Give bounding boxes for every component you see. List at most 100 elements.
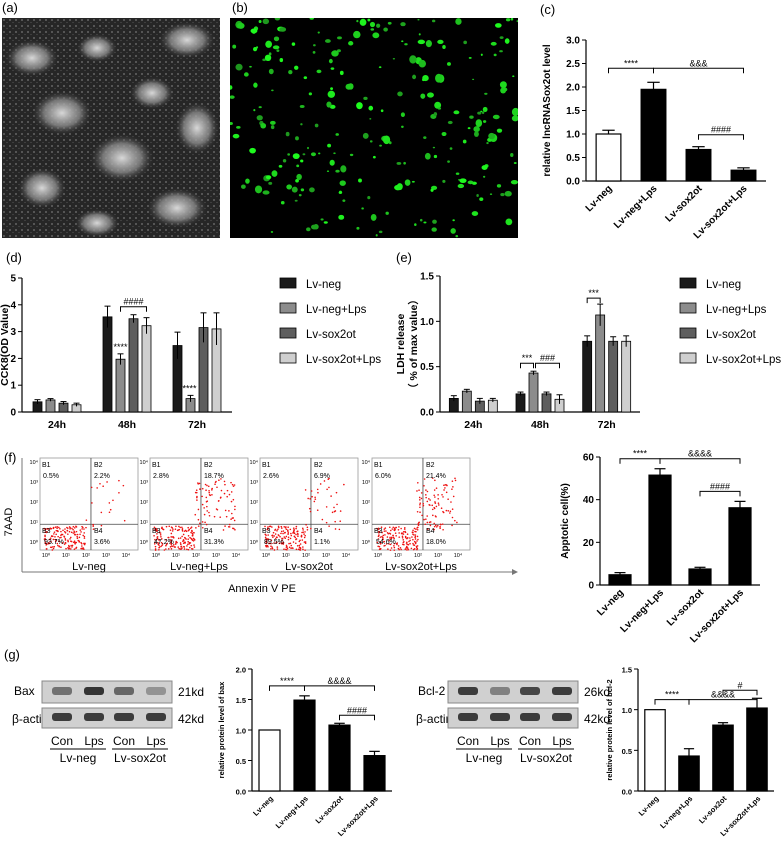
event-dot xyxy=(316,488,319,491)
fluorescent-cell xyxy=(431,227,437,232)
quadrant-b3-value: 54.6% xyxy=(376,539,396,546)
event-dot xyxy=(290,532,292,535)
event-dot xyxy=(292,547,294,550)
event-dot xyxy=(153,534,155,537)
event-dot xyxy=(83,537,86,539)
event-dot xyxy=(64,539,67,541)
protein-band xyxy=(146,687,166,695)
quadrant-b2-name: B2 xyxy=(314,462,323,469)
flow-plot-frame xyxy=(149,457,249,551)
flow-y-axis-title: 7AAD xyxy=(3,508,15,537)
event-dot xyxy=(412,548,415,551)
event-dot xyxy=(163,549,166,551)
event-dot xyxy=(100,524,103,527)
event-dot xyxy=(415,530,417,533)
bar-g_bax-2 xyxy=(328,724,351,792)
bar-e-1-1 xyxy=(528,372,539,413)
event-dot xyxy=(417,538,419,541)
event-dot xyxy=(379,541,382,543)
event-dot xyxy=(319,483,322,485)
fluorescent-cell xyxy=(411,180,415,183)
event-dot xyxy=(73,548,76,550)
event-dot xyxy=(417,523,419,525)
event-dot xyxy=(293,532,296,535)
event-dot xyxy=(222,529,225,531)
event-dot xyxy=(193,531,195,534)
event-dot xyxy=(280,527,283,529)
event-dot xyxy=(156,536,159,538)
event-dot xyxy=(376,541,379,544)
ytick-label-e: 1.0 xyxy=(420,317,434,328)
event-dot xyxy=(224,509,227,512)
flow-xtick: 10¹ xyxy=(172,553,180,559)
ytick-label-d: 2 xyxy=(10,354,16,365)
bar-f_bar-3 xyxy=(728,507,752,586)
xtick-label-f_bar: Lv-neg+Lps xyxy=(618,587,666,635)
event-dot xyxy=(434,479,436,482)
event-dot xyxy=(195,527,197,529)
event-dot xyxy=(418,496,421,499)
fluorescent-cell xyxy=(455,18,462,25)
fluorescent-cell xyxy=(356,226,360,230)
legend-swatch-d xyxy=(279,277,297,289)
event-dot xyxy=(383,540,385,543)
event-dot xyxy=(73,540,76,543)
event-dot xyxy=(276,529,278,532)
event-dot xyxy=(293,528,295,531)
event-dot xyxy=(413,540,416,543)
event-dot xyxy=(160,538,163,540)
event-dot xyxy=(449,512,451,514)
event-dot xyxy=(414,538,417,540)
fluorescent-cell xyxy=(260,122,267,129)
sig-g_bcl2-1-line xyxy=(654,699,690,705)
fluorescent-cell xyxy=(447,160,450,163)
event-dot xyxy=(123,519,126,522)
fluorescent-cell xyxy=(477,111,482,115)
event-dot xyxy=(334,510,337,512)
event-dot xyxy=(158,539,160,541)
quadrant-b1-name: B1 xyxy=(152,462,161,469)
ytick-label-c: 2.0 xyxy=(566,83,580,94)
event-dot xyxy=(335,491,338,494)
event-dot xyxy=(197,482,199,484)
event-dot xyxy=(321,518,324,521)
event-dot xyxy=(72,541,75,544)
event-dot xyxy=(377,527,380,530)
event-dot xyxy=(274,528,277,531)
event-dot xyxy=(48,538,51,541)
fluorescent-cell xyxy=(265,40,273,48)
fluorescent-cell xyxy=(474,131,479,137)
y-axis-title-g_bcl2: relative protein level of bcl-2 xyxy=(605,679,614,780)
event-dot xyxy=(310,527,312,530)
fluorescent-cell xyxy=(237,22,245,29)
fluorescent-cell xyxy=(370,28,375,31)
event-dot xyxy=(328,486,330,489)
event-dot xyxy=(199,488,201,490)
sig-f_bar-2-text: &&&& xyxy=(688,449,712,459)
event-dot xyxy=(276,548,279,550)
event-dot xyxy=(157,542,160,544)
event-dot xyxy=(72,532,75,534)
bar-e-2-0 xyxy=(582,340,593,413)
event-dot xyxy=(179,537,182,539)
event-dot xyxy=(451,488,453,490)
event-dot xyxy=(412,542,414,545)
ytick-label-g_bax: 0.5 xyxy=(236,757,246,766)
legend-label-e: Lv-sox2ot+Lps xyxy=(706,354,781,366)
event-dot xyxy=(49,546,52,549)
event-dot xyxy=(393,544,395,547)
panel-b-label: (b) xyxy=(232,0,248,15)
event-dot xyxy=(49,527,52,529)
event-dot xyxy=(416,490,418,492)
ytick-label-d: 1 xyxy=(10,381,16,392)
flow-ytick: 10³ xyxy=(362,480,370,486)
event-dot xyxy=(304,541,307,543)
event-dot xyxy=(409,539,411,542)
panel-label-c: (c) xyxy=(540,2,555,17)
event-dot xyxy=(57,530,59,532)
ytick-label-g_bcl2: 1.5 xyxy=(622,666,632,675)
event-dot xyxy=(214,481,217,484)
event-dot xyxy=(108,511,111,514)
event-dot xyxy=(208,489,210,492)
